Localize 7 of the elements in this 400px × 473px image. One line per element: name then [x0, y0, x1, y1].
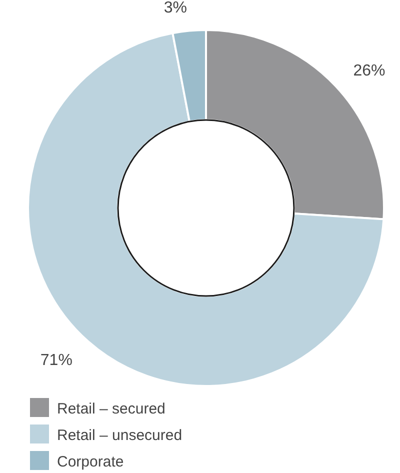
legend-label: Corporate — [57, 453, 124, 470]
data-label: 71% — [40, 352, 72, 370]
legend-label: Retail – unsecured — [57, 426, 182, 444]
donut-slice — [27, 32, 385, 387]
legend-label: Retail – secured — [57, 400, 166, 418]
data-label: 26% — [353, 62, 386, 80]
data-label: 3% — [164, 0, 187, 16]
